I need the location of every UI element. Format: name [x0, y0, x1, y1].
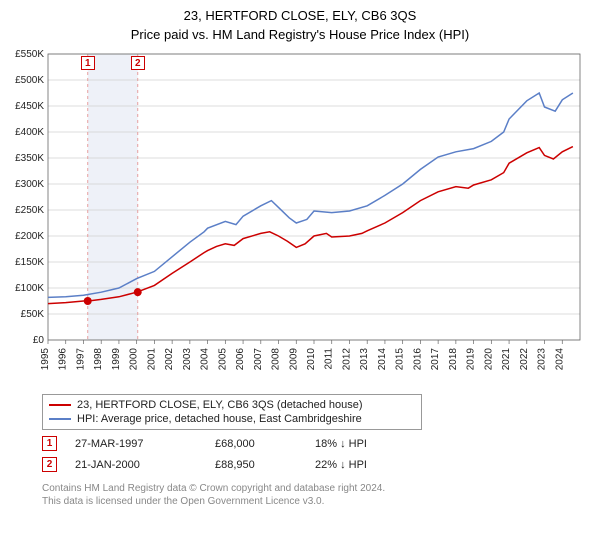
svg-text:1999: 1999 — [111, 348, 122, 371]
legend-label: HPI: Average price, detached house, East… — [77, 413, 362, 425]
svg-text:1996: 1996 — [58, 348, 69, 371]
svg-text:2022: 2022 — [519, 348, 530, 371]
svg-text:1995: 1995 — [40, 348, 51, 371]
svg-text:£500K: £500K — [15, 75, 44, 86]
svg-text:£100K: £100K — [15, 283, 44, 294]
svg-text:2018: 2018 — [448, 348, 459, 371]
sale-date: 27-MAR-1997 — [75, 438, 215, 450]
svg-text:2012: 2012 — [341, 348, 352, 371]
sale-badge: 2 — [42, 457, 57, 472]
price-chart: £0 £50K £100K £150K £200K £250K £300K £350K £400… — [0, 46, 588, 386]
svg-text:2021: 2021 — [501, 348, 512, 371]
svg-text:1998: 1998 — [93, 348, 104, 371]
legend-item: HPI: Average price, detached house, East… — [49, 412, 415, 426]
svg-text:2023: 2023 — [537, 348, 548, 371]
svg-text:2001: 2001 — [146, 348, 157, 371]
chart-sale-marker: 1 — [81, 56, 95, 70]
svg-text:£200K: £200K — [15, 231, 44, 242]
attribution: Contains HM Land Registry data © Crown c… — [42, 482, 592, 508]
sale-price: £68,000 — [215, 438, 315, 450]
svg-text:2016: 2016 — [412, 348, 423, 371]
svg-text:2013: 2013 — [359, 348, 370, 371]
attribution-line: Contains HM Land Registry data © Crown c… — [42, 482, 592, 495]
svg-text:2002: 2002 — [164, 348, 175, 371]
svg-text:2010: 2010 — [306, 348, 317, 371]
svg-text:1997: 1997 — [75, 348, 86, 371]
svg-text:2019: 2019 — [466, 348, 477, 371]
svg-text:£50K: £50K — [21, 309, 45, 320]
legend-label: 23, HERTFORD CLOSE, ELY, CB6 3QS (detach… — [77, 399, 363, 411]
svg-text:2009: 2009 — [288, 348, 299, 371]
sale-compare: 22% ↓ HPI — [315, 459, 435, 471]
svg-text:2003: 2003 — [182, 348, 193, 371]
svg-text:2006: 2006 — [235, 348, 246, 371]
svg-text:£400K: £400K — [15, 127, 44, 138]
sale-price: £88,950 — [215, 459, 315, 471]
svg-text:2000: 2000 — [129, 348, 140, 371]
sale-compare: 18% ↓ HPI — [315, 438, 435, 450]
attribution-line: This data is licensed under the Open Gov… — [42, 495, 592, 508]
svg-text:£300K: £300K — [15, 179, 44, 190]
svg-text:2007: 2007 — [253, 348, 264, 371]
svg-text:£450K: £450K — [15, 101, 44, 112]
page-title: 23, HERTFORD CLOSE, ELY, CB6 3QS — [0, 6, 600, 25]
legend-item: 23, HERTFORD CLOSE, ELY, CB6 3QS (detach… — [49, 398, 415, 412]
svg-text:£550K: £550K — [15, 49, 44, 60]
svg-text:£0: £0 — [33, 335, 45, 346]
svg-text:2011: 2011 — [324, 348, 335, 370]
sale-row: 1 27-MAR-1997 £68,000 18% ↓ HPI — [42, 436, 600, 451]
svg-text:2014: 2014 — [377, 348, 388, 371]
sale-date: 21-JAN-2000 — [75, 459, 215, 471]
sale-badge: 1 — [42, 436, 57, 451]
svg-text:2017: 2017 — [430, 348, 441, 371]
svg-text:2005: 2005 — [217, 348, 228, 371]
svg-text:2020: 2020 — [483, 348, 494, 371]
svg-text:£350K: £350K — [15, 153, 44, 164]
page-subtitle: Price paid vs. HM Land Registry's House … — [0, 25, 600, 46]
svg-text:2024: 2024 — [554, 348, 565, 371]
legend-swatch — [49, 418, 71, 420]
legend-swatch — [49, 404, 71, 406]
svg-text:£250K: £250K — [15, 205, 44, 216]
svg-text:2004: 2004 — [200, 348, 211, 371]
svg-text:2008: 2008 — [271, 348, 282, 371]
svg-text:2015: 2015 — [395, 348, 406, 371]
legend: 23, HERTFORD CLOSE, ELY, CB6 3QS (detach… — [42, 394, 422, 430]
svg-text:£150K: £150K — [15, 257, 44, 268]
sale-row: 2 21-JAN-2000 £88,950 22% ↓ HPI — [42, 457, 600, 472]
chart-sale-marker: 2 — [131, 56, 145, 70]
